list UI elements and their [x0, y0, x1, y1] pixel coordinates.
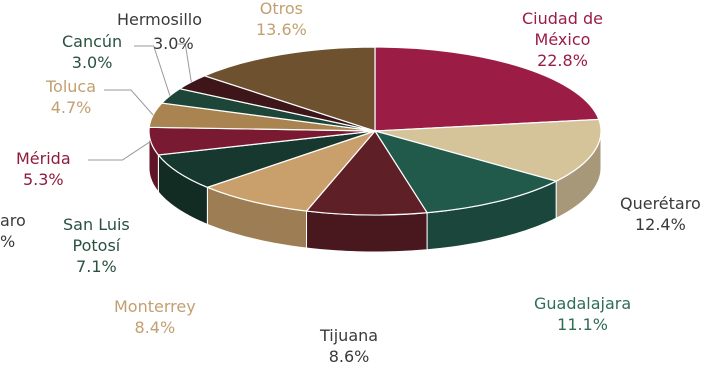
slice-name: Otros	[259, 0, 304, 18]
slice-name: Tijuana	[320, 326, 379, 345]
slice-name: Monterrey	[114, 297, 196, 316]
pie-slice-san-luis-potosi	[157, 130, 376, 188]
slice-name: México	[534, 30, 591, 49]
slice-name: Hermosillo	[117, 10, 203, 29]
pie-slice-guadalajara	[373, 130, 558, 214]
slice-percent-hermosillo: 3.0%	[153, 33, 194, 54]
slice-label-monterrey: Monterrey 8.4%	[114, 296, 196, 338]
slice-name: Querétaro	[620, 194, 701, 213]
pie-side-tijuana	[306, 210, 428, 253]
pie-slice-ciudad-de-mexico	[374, 46, 600, 132]
slice-label-otros: Otros 13.6%	[256, 0, 307, 40]
slice-percent: 13.6%	[256, 20, 307, 39]
pie-slice-queretaro	[374, 118, 602, 182]
leader-line-cancun	[134, 45, 171, 96]
slice-label-san-luis-potosi: San Luis Potosí 7.1%	[63, 214, 130, 277]
slice-percent: 22.8%	[537, 51, 588, 70]
slice-percent: 3.0%	[71, 53, 113, 72]
pie-slice-monterrey	[205, 129, 377, 212]
slice-percent: 5.3%	[22, 170, 64, 189]
slice-label-ciudad-de-mexico: Ciudad de México 22.8%	[522, 8, 603, 71]
pie-slice-tijuana	[305, 129, 429, 216]
slice-name: Mérida	[16, 149, 71, 168]
slice-label-hermosillo: Hermosillo	[117, 9, 202, 30]
leader-line-toluca	[104, 89, 154, 116]
slice-name: San Luis	[63, 215, 130, 234]
slice-percent: 8.4%	[134, 318, 176, 337]
slice-percent: 8.6%	[328, 347, 370, 366]
slice-name: Cancún	[62, 32, 123, 51]
slice-name: aro	[0, 211, 26, 230]
slice-name: Potosí	[72, 236, 121, 255]
slice-name: Guadalajara	[534, 294, 632, 313]
slice-label-tijuana: Tijuana 8.6%	[320, 325, 378, 367]
slice-label-guadalajara: Guadalajara 11.1%	[534, 293, 631, 335]
slice-percent: 7.1%	[76, 257, 117, 276]
pie-slice-otros	[202, 46, 376, 132]
slice-percent: 3.0%	[153, 34, 194, 53]
slice-percent: 12.4%	[634, 215, 686, 234]
slice-name: Toluca	[46, 77, 97, 96]
slice-label-queretaro: Querétaro 12.4%	[620, 193, 701, 235]
slice-percent: 11.1%	[557, 315, 608, 334]
slice-percent: 4.7%	[50, 98, 92, 117]
slice-label-toluca: Toluca 4.7%	[46, 76, 96, 118]
slice-label-merida: Mérida 5.3%	[16, 148, 71, 190]
slice-name: Ciudad de	[522, 9, 603, 28]
slice-percent: %	[0, 232, 16, 251]
leader-line-hermosillo	[178, 43, 192, 83]
leader-line-merida	[88, 140, 151, 161]
slice-label-cut-off: aro %	[0, 210, 26, 252]
slice-label-cancun: Cancún 3.0%	[62, 31, 122, 73]
